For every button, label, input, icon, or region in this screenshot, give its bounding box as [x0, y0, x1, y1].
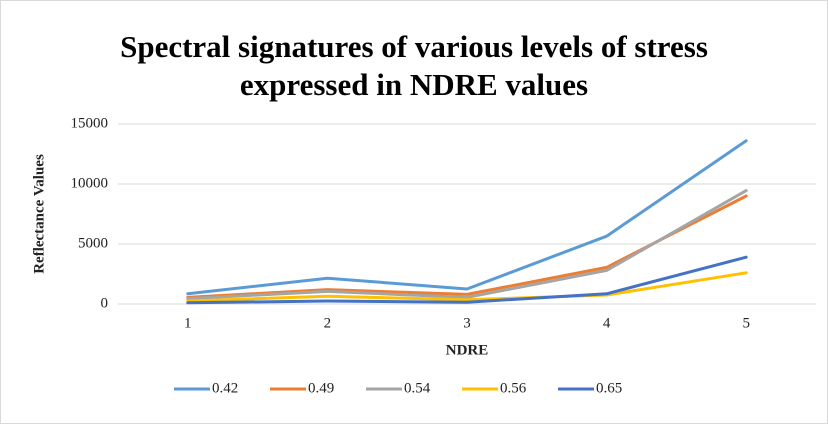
- legend-label: 0.49: [308, 380, 334, 396]
- chart-title: Spectral signatures of various levels of…: [120, 29, 708, 102]
- y-tick-label: 10000: [71, 175, 109, 191]
- series-line: [186, 189, 748, 301]
- y-tick-label: 5000: [78, 235, 108, 251]
- series-line: [186, 255, 748, 305]
- series-line: [186, 194, 748, 299]
- legend-label: 0.56: [500, 380, 527, 396]
- y-tick-label: 0: [101, 295, 109, 311]
- series-line: [186, 139, 748, 296]
- y-axis-label: Reflectance Values: [31, 154, 47, 274]
- x-tick-label: 2: [324, 315, 332, 331]
- x-tick-label: 5: [742, 315, 750, 331]
- x-axis-label: NDRE: [446, 342, 489, 358]
- series-line: [186, 271, 748, 303]
- legend-label: 0.54: [404, 380, 431, 396]
- y-tick-label: 15000: [71, 115, 109, 131]
- x-tick-label: 1: [184, 315, 192, 331]
- x-tick-label: 4: [603, 315, 611, 331]
- legend-label: 0.42: [212, 380, 238, 396]
- legend-label: 0.65: [596, 380, 622, 396]
- x-tick-label: 3: [463, 315, 471, 331]
